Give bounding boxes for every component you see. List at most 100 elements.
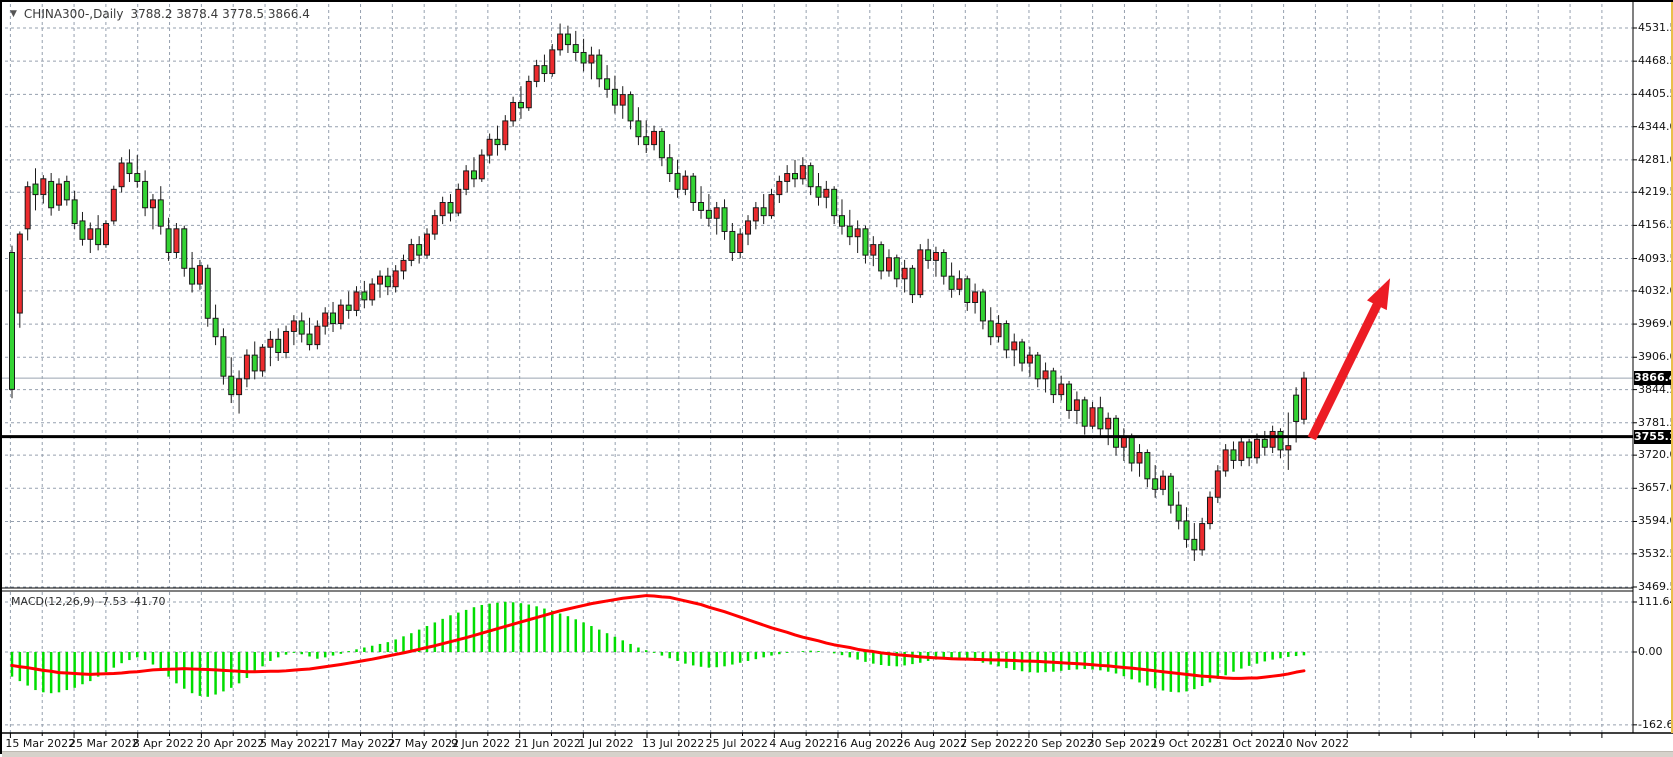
price-tick-label: 3720.0 bbox=[1638, 448, 1673, 462]
candle-body bbox=[995, 323, 1002, 338]
candle-body bbox=[909, 267, 916, 296]
candle-body bbox=[1128, 436, 1135, 464]
candle-body bbox=[1238, 441, 1245, 461]
candle-body bbox=[979, 291, 986, 322]
candle-body bbox=[439, 201, 446, 217]
candle-body bbox=[1144, 452, 1151, 480]
candle-body bbox=[799, 165, 806, 180]
candle-body bbox=[964, 278, 971, 303]
candle-body bbox=[298, 320, 305, 335]
candle-body bbox=[784, 173, 791, 182]
candle-body bbox=[79, 220, 86, 240]
candle-body bbox=[925, 249, 932, 261]
trend-arrow-head[interactable] bbox=[1367, 278, 1391, 311]
candle-body bbox=[932, 251, 939, 261]
price-tick-label: 3969.0 bbox=[1638, 317, 1673, 331]
candle-body bbox=[126, 162, 133, 175]
candle-body bbox=[181, 228, 188, 269]
symbol-dropdown-icon[interactable]: ▼ bbox=[10, 9, 17, 19]
candle-body bbox=[682, 175, 689, 190]
candle-body bbox=[752, 207, 759, 222]
candle-body bbox=[369, 283, 376, 301]
candle-body bbox=[149, 199, 156, 209]
candle-body bbox=[580, 51, 587, 64]
candle-body bbox=[306, 333, 313, 346]
trend-arrow-shaft[interactable] bbox=[1307, 297, 1384, 441]
candle-body bbox=[275, 338, 282, 354]
candle-body bbox=[494, 138, 501, 146]
candle-body bbox=[1246, 441, 1253, 459]
price-tick-label: 3781.5 bbox=[1638, 415, 1673, 429]
candle-body bbox=[893, 257, 900, 280]
candle-body bbox=[854, 228, 861, 238]
candle-body bbox=[940, 251, 947, 277]
candle-body bbox=[1089, 407, 1096, 427]
candle-body bbox=[1253, 438, 1260, 459]
candle-body bbox=[384, 275, 391, 288]
candle-body bbox=[776, 180, 783, 196]
date-tick-label: 10 Nov 2022 bbox=[1278, 737, 1350, 750]
candle-body bbox=[564, 33, 571, 46]
candle-body bbox=[729, 230, 736, 253]
price-tick-label: 4344.0 bbox=[1638, 119, 1673, 133]
symbol-period-label: CHINA300-,Daily bbox=[23, 7, 124, 21]
candle-body bbox=[40, 178, 47, 196]
date-tick-label: 7 Sep 2022 bbox=[960, 737, 1024, 750]
candle-body bbox=[815, 186, 822, 198]
date-tick-label: 17 May 2022 bbox=[323, 737, 396, 750]
candle-body bbox=[572, 44, 579, 53]
date-tick-label: 16 Aug 2022 bbox=[832, 737, 904, 750]
candle-body bbox=[1026, 354, 1033, 364]
candle-body bbox=[71, 199, 78, 225]
macd-tick-label: -162.64 bbox=[1638, 717, 1673, 731]
candle-body bbox=[627, 94, 634, 122]
candle-body bbox=[1042, 370, 1049, 380]
candle-body bbox=[721, 207, 728, 232]
date-tick-label: 21 Jun 2022 bbox=[514, 737, 581, 750]
candle-body bbox=[745, 220, 752, 235]
candle-body bbox=[901, 267, 908, 280]
candle-body bbox=[1019, 341, 1026, 364]
candle-body bbox=[377, 275, 384, 285]
candle-body bbox=[267, 338, 274, 348]
candle-body bbox=[431, 215, 438, 235]
candle-body bbox=[1175, 504, 1182, 522]
candle-body bbox=[204, 267, 211, 319]
candle-body bbox=[525, 80, 532, 109]
candle-body bbox=[870, 244, 877, 256]
price-tick-label: 4281.0 bbox=[1638, 152, 1673, 166]
price-tick-label: 4468.5 bbox=[1638, 54, 1673, 68]
candle-body bbox=[337, 304, 344, 325]
candle-body bbox=[690, 175, 697, 203]
candle-body bbox=[972, 291, 979, 303]
candle-body bbox=[1152, 478, 1159, 490]
candle-body bbox=[1097, 407, 1104, 430]
candle-body bbox=[737, 233, 744, 253]
candle-body bbox=[1136, 452, 1143, 464]
price-tick-label: 4156.5 bbox=[1638, 218, 1673, 232]
candle-body bbox=[478, 154, 485, 180]
candle-body bbox=[1293, 394, 1300, 422]
candle-body bbox=[470, 170, 477, 180]
candle-body bbox=[353, 291, 360, 311]
candle-body bbox=[1206, 496, 1213, 525]
candle-body bbox=[666, 157, 673, 175]
candle-body bbox=[549, 49, 556, 75]
candle-body bbox=[635, 120, 642, 138]
candle-body bbox=[1066, 383, 1073, 411]
candle-body bbox=[408, 244, 415, 261]
candle-body bbox=[1081, 399, 1088, 427]
current-price-badge: 3866.4 bbox=[1634, 371, 1673, 386]
candle-body bbox=[705, 209, 712, 219]
candle-body bbox=[322, 312, 329, 327]
candle-body bbox=[251, 354, 258, 372]
candle-body bbox=[658, 130, 665, 159]
candle-body bbox=[1073, 399, 1080, 411]
date-tick-label: 30 Sep 2022 bbox=[1087, 737, 1158, 750]
support-price-badge: 3755.1 bbox=[1634, 429, 1673, 444]
candle-body bbox=[1105, 417, 1112, 430]
macd-tick-label: 111.64 bbox=[1638, 595, 1673, 608]
candle-body bbox=[24, 186, 31, 230]
